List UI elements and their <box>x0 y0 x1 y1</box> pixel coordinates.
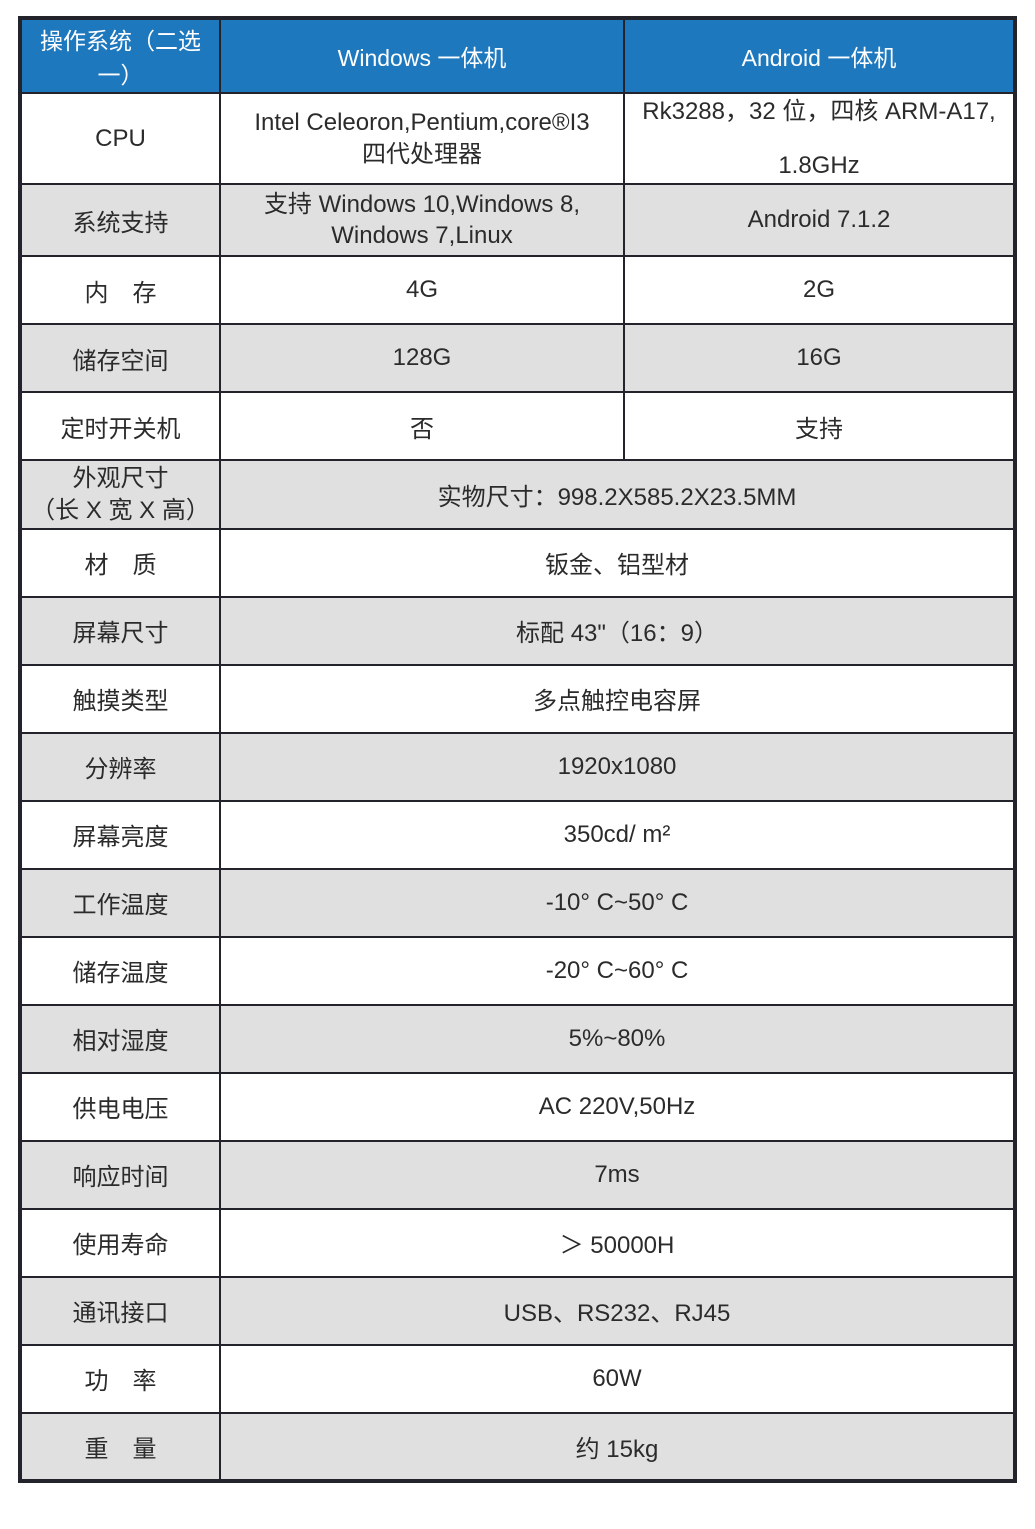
row-label: 系统支持 <box>19 183 221 258</box>
table-row-storage-temp: 储存温度 -20° C~60° C <box>19 935 1016 1006</box>
value-line: Intel Celeoron,Pentium,core®I3 <box>254 109 590 137</box>
merged-value: 多点触控电容屏 <box>219 663 1016 734</box>
row-label: 屏幕尺寸 <box>19 595 221 666</box>
row-label: 外观尺寸 （长 X 宽 X 高） <box>19 459 221 530</box>
label-line: （长 X 宽 X 高） <box>31 496 210 524</box>
row-label: 重 量 <box>19 1411 221 1482</box>
row-label: 材 质 <box>19 527 221 598</box>
merged-value: 约 15kg <box>219 1411 1016 1482</box>
merged-value: AC 220V,50Hz <box>219 1071 1016 1142</box>
merged-value: 1920x1080 <box>219 731 1016 802</box>
table-row-power: 功 率 60W <box>19 1343 1016 1414</box>
table-row-brightness: 屏幕亮度 350cd/ m² <box>19 799 1016 870</box>
row-label: 功 率 <box>19 1343 221 1414</box>
merged-value: 实物尺寸：998.2X585.2X23.5MM <box>219 459 1016 530</box>
row-label: 供电电压 <box>19 1071 221 1142</box>
merged-value: -20° C~60° C <box>219 935 1016 1006</box>
android-value: Android 7.1.2 <box>623 183 1016 258</box>
table-row-humidity: 相对湿度 5%~80% <box>19 1003 1016 1074</box>
header-android-cell: Android 一体机 <box>623 17 1016 94</box>
value-line: Rk3288，32 位，四核 ARM-A17, <box>642 98 996 125</box>
table-row-cpu: CPU Intel Celeoron,Pentium,core®I3 四代处理器… <box>19 91 1016 186</box>
android-value: 2G <box>623 255 1016 326</box>
row-label: 触摸类型 <box>19 663 221 734</box>
row-label: 通讯接口 <box>19 1275 221 1346</box>
row-label: 屏幕亮度 <box>19 799 221 870</box>
table-row-touch-type: 触摸类型 多点触控电容屏 <box>19 663 1016 734</box>
table-row-resolution: 分辨率 1920x1080 <box>19 731 1016 802</box>
merged-value: 60W <box>219 1343 1016 1414</box>
android-value: 支持 <box>623 391 1016 462</box>
windows-value: 否 <box>219 391 625 462</box>
windows-value: Intel Celeoron,Pentium,core®I3 四代处理器 <box>219 91 625 186</box>
row-label: 储存温度 <box>19 935 221 1006</box>
merged-value: ＞ 50000H <box>219 1207 1016 1278</box>
table-row-weight: 重 量 约 15kg <box>19 1411 1016 1482</box>
merged-value: 钣金、铝型材 <box>219 527 1016 598</box>
row-label: 工作温度 <box>19 867 221 938</box>
android-value: Rk3288，32 位，四核 ARM-A17, 1.8GHz <box>623 91 1016 186</box>
merged-value: 标配 43"（16：9） <box>219 595 1016 666</box>
table-row-ports: 通讯接口 USB、RS232、RJ45 <box>19 1275 1016 1346</box>
value-line: Windows 7,Linux <box>331 222 513 250</box>
table-row-power-supply: 供电电压 AC 220V,50Hz <box>19 1071 1016 1142</box>
merged-value: USB、RS232、RJ45 <box>219 1275 1016 1346</box>
spec-table: 操作系统（二选一） Windows 一体机 Android 一体机 CPU In… <box>18 16 1017 1483</box>
windows-value: 支持 Windows 10,Windows 8, Windows 7,Linux <box>219 183 625 258</box>
table-header-row: 操作系统（二选一） Windows 一体机 Android 一体机 <box>19 17 1016 94</box>
label-line: 外观尺寸 <box>72 465 169 493</box>
row-label: 定时开关机 <box>19 391 221 462</box>
merged-value: 350cd/ m² <box>219 799 1016 870</box>
table-row-response-time: 响应时间 7ms <box>19 1139 1016 1210</box>
row-label: 内 存 <box>19 255 221 326</box>
table-row-operating-temp: 工作温度 -10° C~50° C <box>19 867 1016 938</box>
table-row-material: 材 质 钣金、铝型材 <box>19 527 1016 598</box>
row-label: 响应时间 <box>19 1139 221 1210</box>
table-row-timer: 定时开关机 否 支持 <box>19 391 1016 462</box>
header-windows-cell: Windows 一体机 <box>219 17 625 94</box>
table-row-storage: 储存空间 128G 16G <box>19 323 1016 394</box>
table-row-dimensions: 外观尺寸 （长 X 宽 X 高） 实物尺寸：998.2X585.2X23.5MM <box>19 459 1016 530</box>
table-row-screen-size: 屏幕尺寸 标配 43"（16：9） <box>19 595 1016 666</box>
row-label: 相对湿度 <box>19 1003 221 1074</box>
row-label: CPU <box>19 91 221 186</box>
value-line: 支持 Windows 10,Windows 8, <box>263 191 581 219</box>
value-line: 1.8GHz <box>778 151 860 179</box>
header-os-cell: 操作系统（二选一） <box>19 17 221 94</box>
table-row-memory: 内 存 4G 2G <box>19 255 1016 326</box>
table-row-os-support: 系统支持 支持 Windows 10,Windows 8, Windows 7,… <box>19 183 1016 258</box>
row-label: 分辨率 <box>19 731 221 802</box>
merged-value: 7ms <box>219 1139 1016 1210</box>
row-label: 储存空间 <box>19 323 221 394</box>
windows-value: 4G <box>219 255 625 326</box>
value-line: 四代处理器 <box>362 140 482 168</box>
windows-value: 128G <box>219 323 625 394</box>
android-value: 16G <box>623 323 1016 394</box>
table-row-lifespan: 使用寿命 ＞ 50000H <box>19 1207 1016 1278</box>
row-label: 使用寿命 <box>19 1207 221 1278</box>
merged-value: -10° C~50° C <box>219 867 1016 938</box>
merged-value: 5%~80% <box>219 1003 1016 1074</box>
